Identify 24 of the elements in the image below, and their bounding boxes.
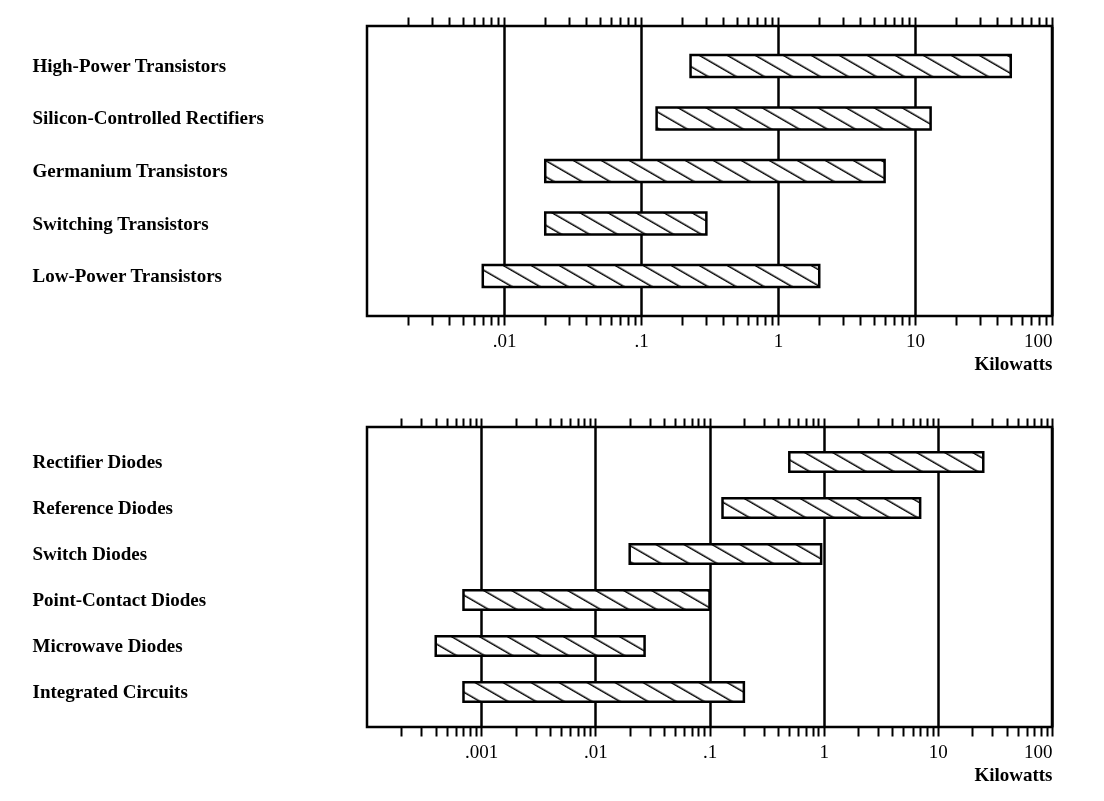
y-tick-label: Silicon-Controlled Rectifiers xyxy=(32,107,264,129)
x-tick-label: .1 xyxy=(702,740,718,762)
x-axis-title: Kilowatts xyxy=(974,763,1053,785)
x-tick-label: .01 xyxy=(583,740,608,762)
y-tick-label: Low-Power Transistors xyxy=(32,265,222,287)
y-tick-label: Integrated Circuits xyxy=(32,681,188,703)
x-tick-label: 100 xyxy=(1024,329,1053,351)
x-tick-label: .01 xyxy=(492,329,517,351)
x-tick-label: 1 xyxy=(773,329,784,351)
x-tick-label: 10 xyxy=(928,740,948,762)
x-axis-title: Kilowatts xyxy=(974,352,1053,374)
y-tick-label: Switch Diodes xyxy=(32,542,148,564)
y-tick-label: Switching Transistors xyxy=(32,212,209,234)
x-tick-label: .1 xyxy=(634,329,649,351)
x-tick-label: .001 xyxy=(465,740,499,762)
x-tick-label: 10 xyxy=(906,329,925,351)
y-tick-label: Point-Contact Diodes xyxy=(32,589,207,611)
y-tick-label: High-Power Transistors xyxy=(32,54,227,76)
y-tick-label: Rectifier Diodes xyxy=(32,450,163,472)
x-tick-label: 100 xyxy=(1024,740,1053,762)
y-tick-label: Microwave Diodes xyxy=(32,635,183,657)
y-tick-label: Germanium Transistors xyxy=(32,160,228,181)
y-tick-label: Reference Diodes xyxy=(32,496,174,518)
x-tick-label: 1 xyxy=(819,740,829,762)
